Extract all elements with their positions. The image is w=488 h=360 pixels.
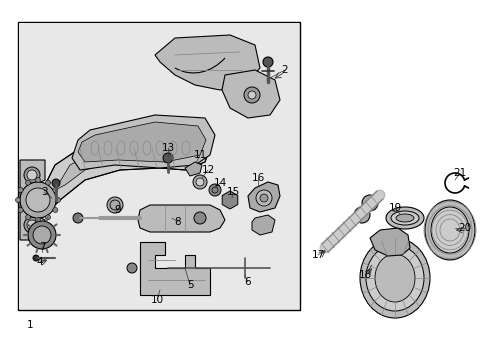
Ellipse shape	[385, 207, 423, 229]
Bar	[18, 22, 299, 310]
Polygon shape	[369, 228, 409, 256]
Text: 9: 9	[115, 205, 121, 215]
Circle shape	[25, 180, 30, 185]
Text: 19: 19	[387, 203, 401, 213]
Text: 3: 3	[41, 187, 47, 197]
Circle shape	[18, 188, 23, 193]
Circle shape	[45, 215, 50, 220]
Polygon shape	[184, 162, 202, 176]
Text: 10: 10	[150, 295, 163, 305]
Text: 7: 7	[39, 242, 45, 252]
Circle shape	[208, 184, 221, 196]
Circle shape	[53, 207, 58, 212]
Text: 17: 17	[311, 250, 324, 260]
Text: 14: 14	[213, 178, 226, 188]
Polygon shape	[78, 122, 205, 162]
Circle shape	[196, 178, 203, 186]
Circle shape	[263, 57, 272, 67]
Circle shape	[27, 170, 37, 180]
Ellipse shape	[365, 245, 423, 311]
Text: 2: 2	[281, 65, 288, 75]
Circle shape	[24, 167, 40, 183]
Ellipse shape	[430, 207, 468, 253]
Circle shape	[25, 215, 30, 220]
Circle shape	[24, 217, 40, 233]
Polygon shape	[138, 205, 224, 232]
Circle shape	[26, 188, 50, 212]
Ellipse shape	[374, 254, 414, 302]
Circle shape	[107, 197, 123, 213]
Polygon shape	[251, 215, 274, 235]
Text: 20: 20	[458, 223, 470, 233]
Text: 15: 15	[226, 187, 239, 197]
Circle shape	[361, 195, 377, 211]
Circle shape	[55, 198, 61, 202]
Text: 21: 21	[452, 168, 466, 178]
Text: 11: 11	[193, 150, 206, 160]
Circle shape	[73, 213, 83, 223]
Circle shape	[28, 221, 56, 249]
Circle shape	[16, 198, 20, 202]
Circle shape	[256, 190, 271, 206]
Polygon shape	[140, 242, 209, 295]
Text: 18: 18	[358, 270, 371, 280]
Circle shape	[127, 263, 137, 273]
Text: 1: 1	[27, 320, 33, 330]
Circle shape	[45, 180, 50, 185]
Polygon shape	[222, 191, 237, 209]
Text: 6: 6	[244, 277, 251, 287]
Circle shape	[193, 175, 206, 189]
Circle shape	[53, 188, 58, 193]
Text: 16: 16	[251, 173, 264, 183]
Polygon shape	[72, 115, 215, 170]
Circle shape	[260, 194, 267, 202]
Polygon shape	[222, 70, 280, 118]
Circle shape	[33, 255, 39, 261]
Circle shape	[18, 207, 23, 212]
Text: 4: 4	[37, 257, 43, 267]
Text: 5: 5	[186, 280, 193, 290]
Polygon shape	[155, 35, 260, 90]
Ellipse shape	[424, 200, 474, 260]
Circle shape	[163, 153, 173, 163]
Circle shape	[36, 177, 41, 183]
Polygon shape	[55, 140, 190, 190]
Ellipse shape	[395, 214, 413, 222]
Ellipse shape	[390, 211, 418, 225]
Circle shape	[27, 220, 37, 230]
Circle shape	[33, 226, 51, 244]
Text: 13: 13	[161, 143, 174, 153]
Circle shape	[20, 182, 56, 218]
Text: 8: 8	[174, 217, 181, 227]
Circle shape	[353, 207, 369, 223]
Polygon shape	[40, 130, 209, 215]
Circle shape	[244, 87, 260, 103]
Ellipse shape	[359, 238, 429, 318]
Circle shape	[247, 91, 256, 99]
Text: 12: 12	[201, 165, 214, 175]
Circle shape	[52, 179, 60, 187]
Bar	[19, 23, 298, 309]
Polygon shape	[247, 182, 280, 212]
Circle shape	[194, 212, 205, 224]
Circle shape	[36, 217, 41, 222]
Polygon shape	[20, 160, 45, 240]
